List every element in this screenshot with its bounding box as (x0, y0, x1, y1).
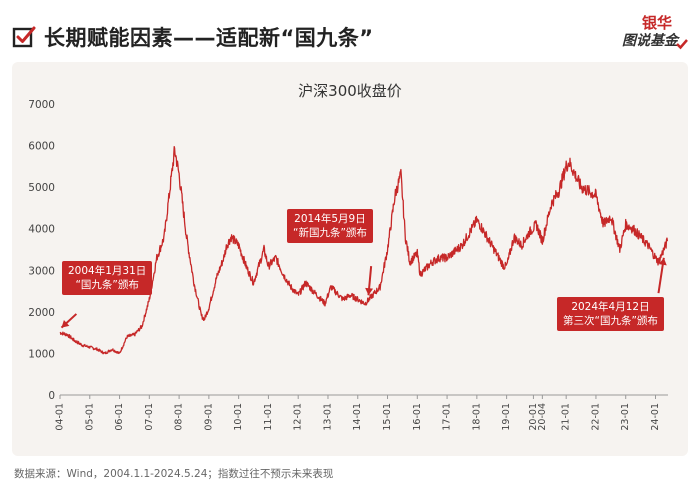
page-title: 长期赋能因素——适配新“国九条” (44, 26, 374, 50)
annotation-text: 第三次“国九条”颁布 (563, 315, 658, 327)
x-tick-label: 18-01 (471, 403, 482, 431)
annotation-text: “国九条”颁布 (75, 279, 139, 291)
annotation-text: 2004年1月31日 (68, 265, 147, 277)
x-tick-label: 07-01 (144, 403, 155, 431)
brand-check-icon (676, 39, 688, 50)
x-tick-label: 06-01 (114, 403, 125, 431)
y-tick-label: 1000 (28, 348, 55, 360)
x-tick-label: 13-01 (322, 403, 333, 431)
x-tick-label: 17-01 (442, 403, 453, 431)
x-tick-label: 21-01 (561, 403, 572, 431)
annotation-2014: 2014年5月9日 “新国九条”颁布 (287, 209, 373, 243)
x-tick-label: 16-01 (412, 403, 423, 431)
brand-line1: 银华 (641, 14, 672, 32)
y-tick-label: 0 (48, 390, 55, 402)
chart-title: 沪深300收盘价 (298, 82, 402, 100)
checkbox-checked-icon (12, 26, 36, 48)
x-tick-label: 04-01 (55, 403, 66, 431)
annotation-text: 2014年5月9日 (294, 213, 366, 225)
brand-logo: 银华 图说基金 (608, 12, 688, 52)
x-tick-label: 20-01 (528, 403, 539, 431)
y-tick-label: 3000 (28, 265, 55, 277)
annotation-arrowhead (61, 319, 70, 328)
x-tick-label: 09-01 (203, 403, 214, 431)
annotation-text: 2024年4月12日 (571, 301, 650, 313)
x-tick-label: 23-01 (620, 403, 631, 431)
annotation-2024: 2024年4月12日 第三次“国九条”颁布 (557, 297, 664, 331)
annotation-text: “新国九条”颁布 (293, 227, 367, 239)
annotation-arrowhead (365, 287, 374, 296)
x-tick-label: 05-01 (84, 403, 95, 431)
y-tick-label: 7000 (28, 99, 55, 111)
y-tick-label: 5000 (28, 182, 55, 194)
x-tick-label: 20-04 (537, 403, 548, 431)
annotation-arrowhead (658, 257, 667, 266)
chart-panel (12, 62, 688, 456)
x-tick-label: 22-01 (590, 403, 601, 431)
x-tick-label: 08-01 (174, 403, 185, 431)
x-tick-label: 19-01 (501, 403, 512, 431)
brand-line2: 图说基金 (622, 33, 678, 49)
y-tick-label: 6000 (28, 141, 55, 153)
x-tick-label: 14-01 (352, 403, 363, 431)
header: 长期赋能因素——适配新“国九条” (12, 22, 374, 52)
y-tick-label: 2000 (28, 307, 55, 319)
y-tick-label: 4000 (28, 224, 55, 236)
data-source-note: 数据来源：Wind，2004.1.1-2024.5.24；指数过往不预示未来表现 (14, 468, 334, 480)
series-line (59, 145, 669, 355)
x-tick-label: 15-01 (382, 403, 393, 431)
x-tick-label: 10-01 (233, 403, 244, 431)
x-tick-label: 11-01 (263, 403, 274, 431)
x-tick-label: 24-01 (650, 403, 661, 431)
annotation-2004: 2004年1月31日 “国九条”颁布 (62, 261, 153, 295)
x-tick-label: 12-01 (293, 403, 304, 431)
